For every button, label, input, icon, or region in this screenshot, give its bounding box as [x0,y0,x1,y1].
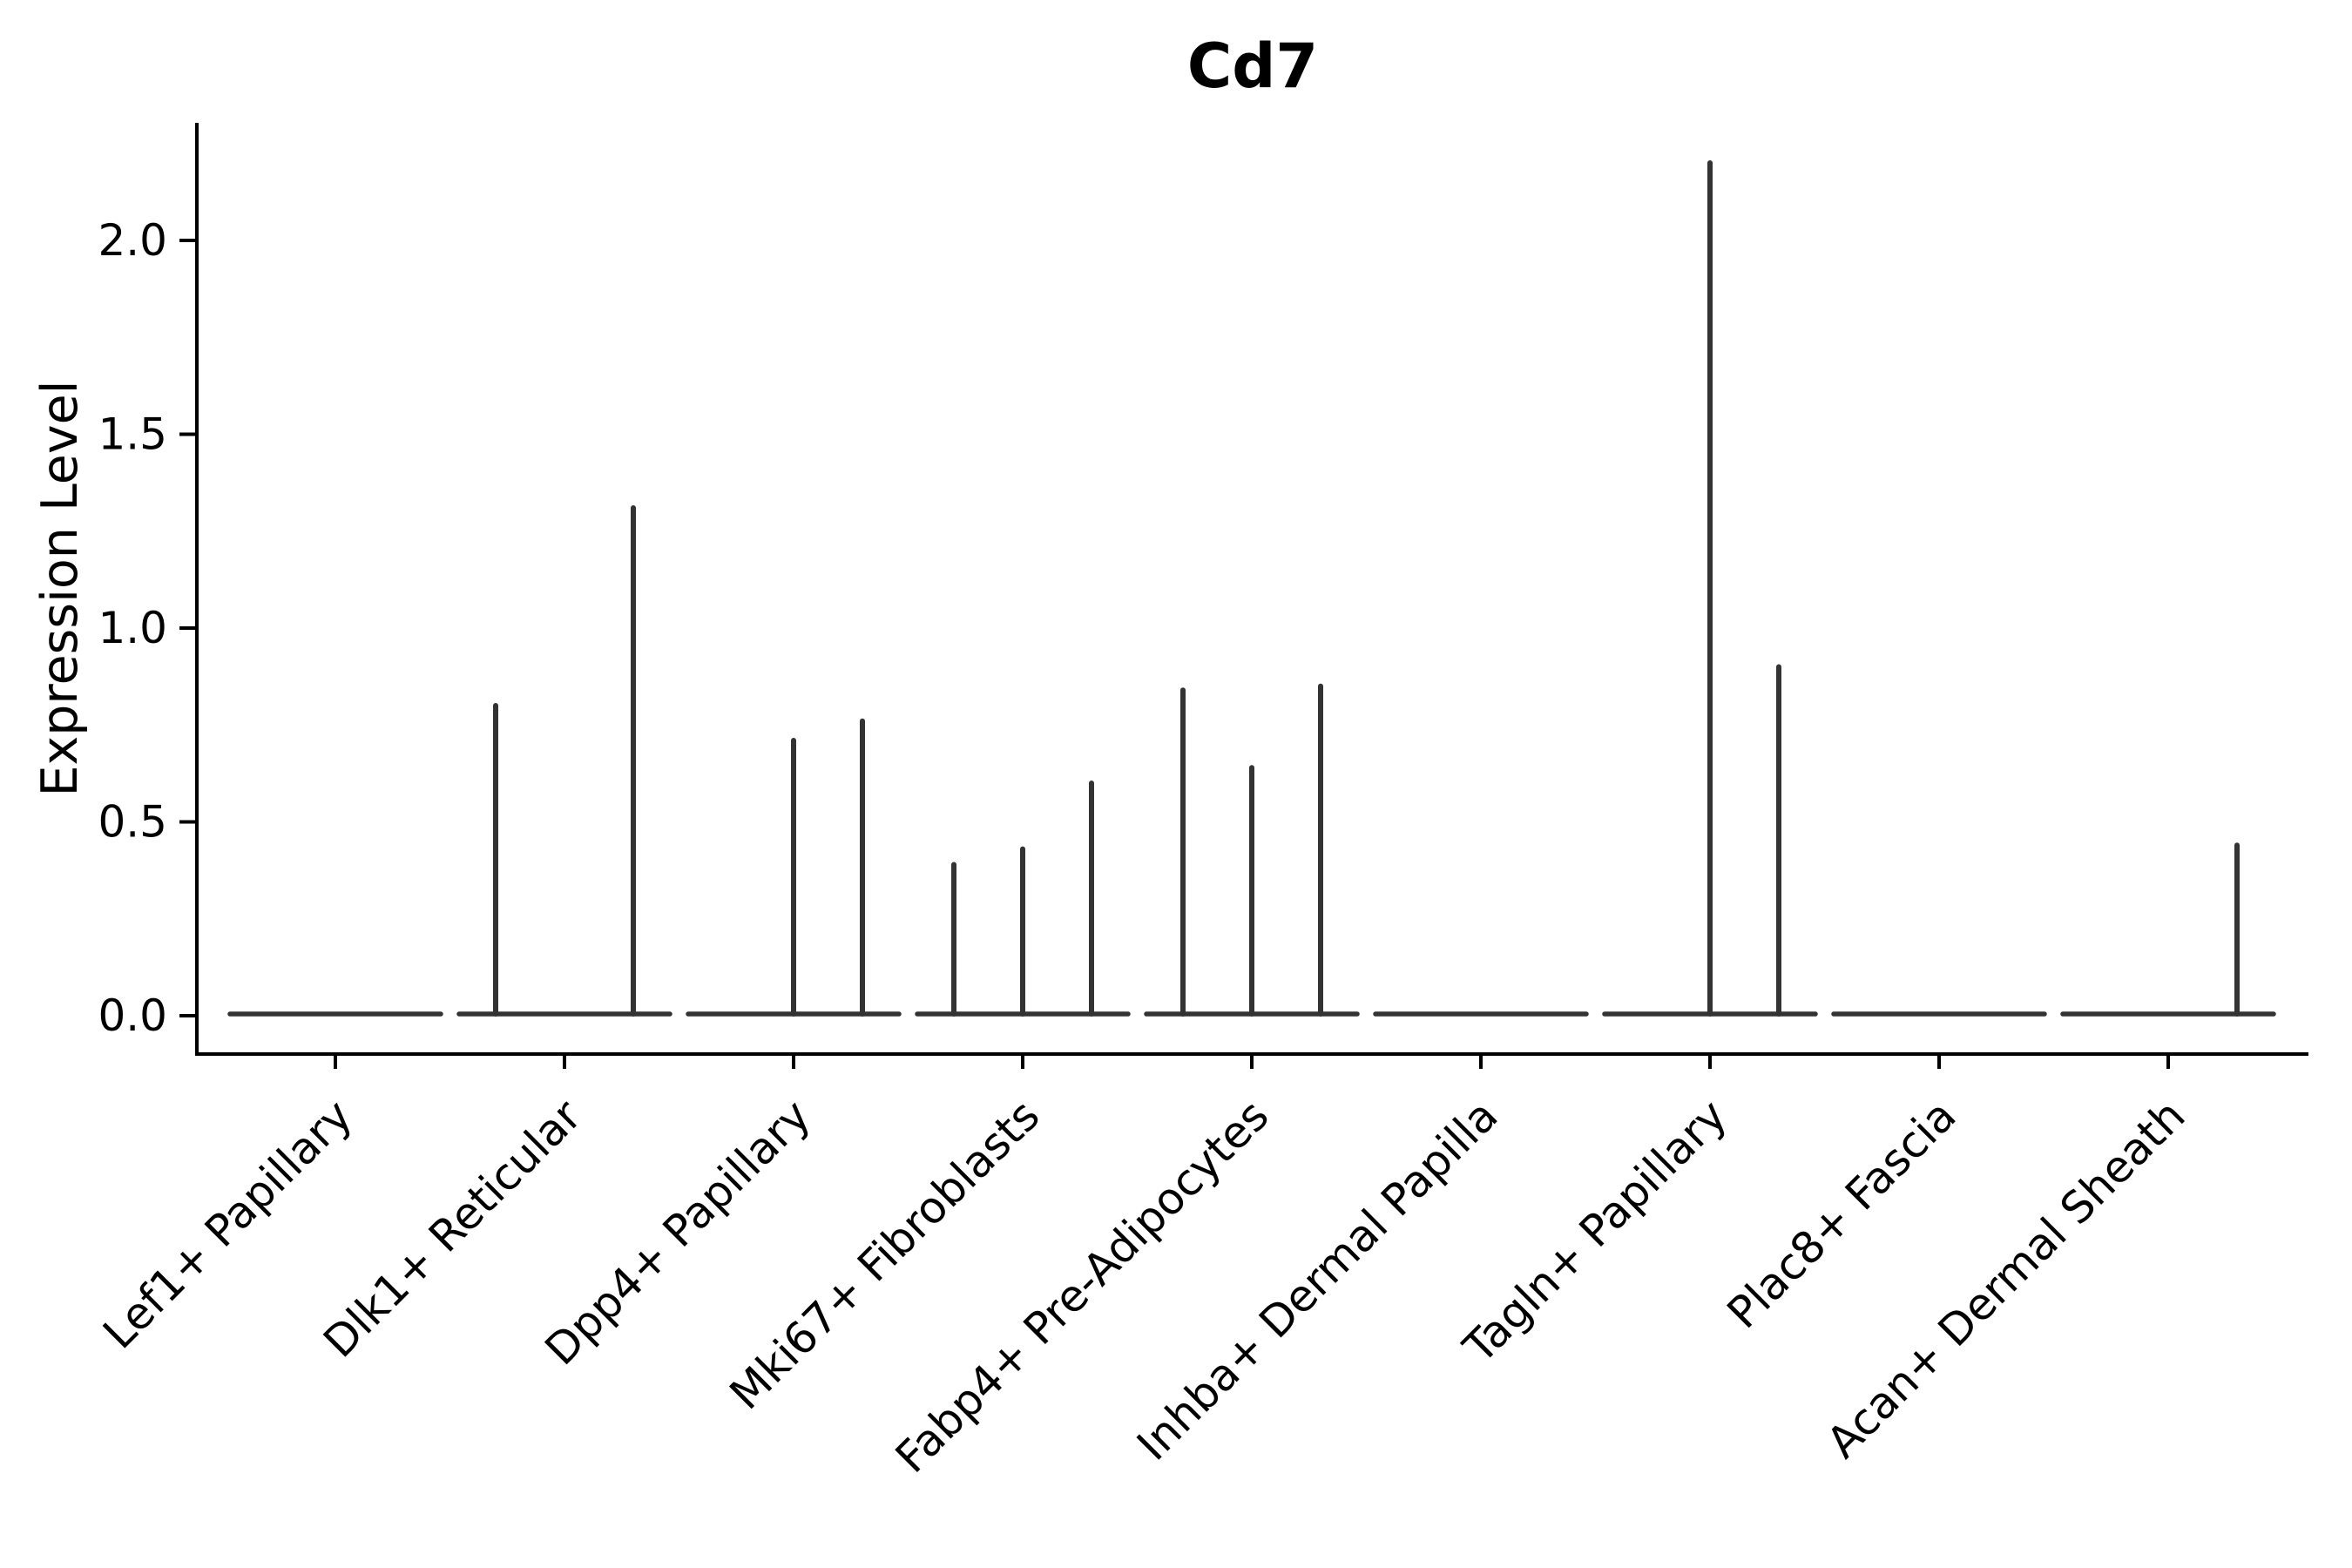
x-tick-label: Plac8+ Fascia [1718,1090,1966,1338]
y-tick-label: 1.5 [98,409,167,460]
y-tick-label: 0.5 [98,797,167,848]
y-tick-label: 0.0 [98,990,167,1041]
y-axis-label: Expression Level [31,381,89,797]
y-tick-label: 1.0 [98,603,167,653]
x-tick-label: Lef1+ Papillary [93,1090,362,1358]
chart-title: Cd7 [1187,30,1318,102]
y-tick-label: 2.0 [98,215,167,266]
x-tick-label: Fabp4+ Pre-Adipocytes [886,1090,1279,1483]
